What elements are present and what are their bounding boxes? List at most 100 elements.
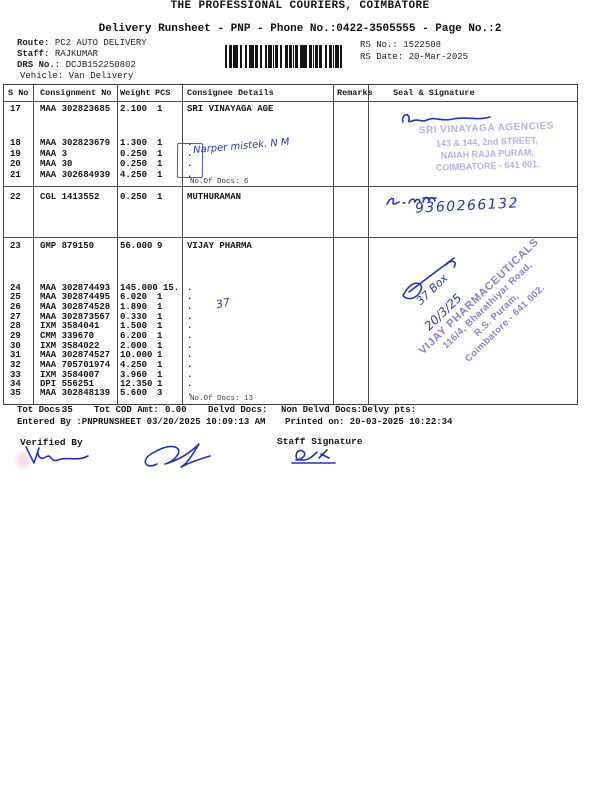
staff-label: Staff: [17, 49, 50, 59]
col-header-sno: S No [8, 88, 29, 98]
table-row: 33 IXM 3584007 3.960 1. [3, 370, 578, 380]
cell-sno: 27 [10, 312, 21, 322]
cell-sno: 32 [10, 360, 21, 370]
verified-by-label: Verified By [20, 437, 83, 448]
cell-consignment: MAA 302823685 [40, 104, 111, 114]
table-border [3, 186, 578, 187]
page-title: THE PROFESSIONAL COURIERS, COIMBATORE [170, 0, 430, 12]
docs-count-note: No.Of Docs: 13 [190, 395, 254, 403]
cell-sno: 31 [10, 350, 21, 360]
cell-pcs: 1 [157, 138, 163, 148]
cell-sno: 28 [10, 321, 21, 331]
cell-consignee: . [187, 388, 193, 398]
table-border [333, 85, 334, 404]
drs-line: DRS No.: DCJB152250802 [17, 60, 136, 71]
cell-sno: 24 [10, 283, 21, 293]
scan-artifact [16, 452, 30, 468]
table-row: 21 MAA 302684939 4.250 1. [3, 170, 578, 180]
delvy-pts-label: Delvy pts: [362, 405, 417, 415]
cell-weight: 0.250 [120, 159, 148, 169]
cell-sno: 35 [10, 388, 21, 398]
cell-consignment: MAA 3 [40, 149, 68, 159]
cell-consignee: . [187, 370, 193, 380]
vehicle-label: Vehicle: [20, 71, 64, 81]
cell-consignment: MAA 302848139 [40, 388, 111, 398]
table-row: 18 MAA 302823679 1.300 1. [3, 138, 578, 148]
cell-sno: 21 [10, 170, 21, 180]
cell-consignee: . [187, 283, 193, 293]
table-border [182, 85, 183, 404]
cell-weight: 0.330 [120, 312, 148, 322]
cell-consignee: . [187, 321, 193, 331]
cell-pcs: 1 [157, 292, 163, 302]
cell-weight: 0.250 [120, 149, 148, 159]
cell-consignment: MAA 705701974 [40, 360, 111, 370]
table-row: 22 CGL 1413552 0.250 1 MUTHURAMAN [3, 192, 578, 202]
cell-sno: 34 [10, 379, 21, 389]
cell-pcs: 1 [157, 370, 163, 380]
cell-consignee: . [187, 170, 193, 180]
cell-weight: 1.300 [120, 138, 148, 148]
cell-consignment: MAA 302874528 [40, 302, 111, 312]
vehicle-line: Vehicle: Van Delivery [20, 71, 133, 82]
cell-sno: 26 [10, 302, 21, 312]
cell-consignee: . [187, 331, 193, 341]
cell-consignment: MAA 302873567 [40, 312, 111, 322]
rs-date-value: 20-Mar-2025 [408, 52, 469, 62]
drs-label: DRS No.: [17, 60, 61, 70]
cell-sno: 29 [10, 331, 21, 341]
cell-sno: 25 [10, 292, 21, 302]
cell-sno: 20 [10, 159, 21, 169]
cell-consignment: CGL 1413552 [40, 192, 100, 202]
cell-pcs: 1 [157, 192, 163, 202]
delvd-docs-label: Delvd Docs: [208, 405, 268, 415]
signature-row22 [386, 196, 437, 205]
cell-sno: 18 [10, 138, 21, 148]
consignment-table: S No Consignment No Weight PCS Consignee… [3, 84, 578, 405]
cell-consignee: . [187, 292, 193, 302]
table-row: 31 MAA 302874527 10.000 1. [3, 350, 578, 360]
table-row: 20 MAA 30 0.250 1. [3, 159, 578, 169]
table-row: 30 IXM 3584022 2.000 1. [3, 341, 578, 351]
vehicle-value: Van Delivery [68, 71, 134, 81]
route-value: PC2 AUTO DELIVERY [54, 38, 147, 48]
table-border [3, 237, 578, 238]
docs-count-note: No.Of Docs: 6 [190, 178, 249, 186]
cell-weight: 4.250 [120, 170, 148, 180]
tot-docs-label: Tot Docs: [17, 405, 66, 415]
staff-line: Staff: RAJKUMAR [17, 49, 98, 60]
drs-value: DCJB152250802 [65, 60, 136, 70]
printed-on-line: Printed on: 20-03-2025 10:22:34 [285, 417, 453, 427]
table-row: 17 MAA 302823685 2.100 1 SRI VINAYAGA AGE [3, 104, 578, 114]
runsheet-barcode [225, 45, 343, 68]
route-label: Route: [17, 38, 50, 48]
signature-row17 [401, 114, 491, 123]
tot-docs-value: 35 [62, 405, 73, 415]
cell-consignment: MAA 302874495 [40, 292, 111, 302]
cell-consignee: . [187, 149, 193, 159]
rs-date-line: RS Date: 20-Mar-2025 [360, 52, 468, 63]
entered-by-line: Entered By :PNPRUNSHEET 03/20/2025 10:09… [17, 417, 266, 427]
table-row: 35 MAA 302848139 5.600 3. [3, 388, 578, 398]
page-subtitle: Delivery Runsheet - PNP - Phone No.:0422… [98, 23, 502, 35]
signature-middle [144, 443, 211, 468]
cod-label: Tot COD Amt: [94, 405, 159, 415]
table-border [3, 101, 578, 102]
cell-consignee: . [187, 312, 193, 322]
cell-pcs: 1 [157, 149, 163, 159]
table-row: 25 MAA 302874495 6.020 1. [3, 292, 578, 302]
cell-pcs: 1 [157, 104, 163, 114]
cell-pcs: 9 [157, 241, 163, 251]
cell-consignee: . [187, 138, 193, 148]
cell-weight: 1.890 [120, 302, 148, 312]
table-border [33, 85, 34, 404]
cell-consignment: MAA 302874527 [40, 350, 111, 360]
cell-consignee: . [187, 360, 193, 370]
cell-weight: 145.000 [120, 283, 158, 293]
cell-weight: 6.200 [120, 331, 148, 341]
non-delvd-docs-label: Non Delvd Docs: [281, 405, 363, 415]
table-row: 34 DPI 556251 12.350 1. [3, 379, 578, 389]
cell-weight: 5.600 [120, 388, 148, 398]
cell-consignment: MAA 302684939 [40, 170, 111, 180]
